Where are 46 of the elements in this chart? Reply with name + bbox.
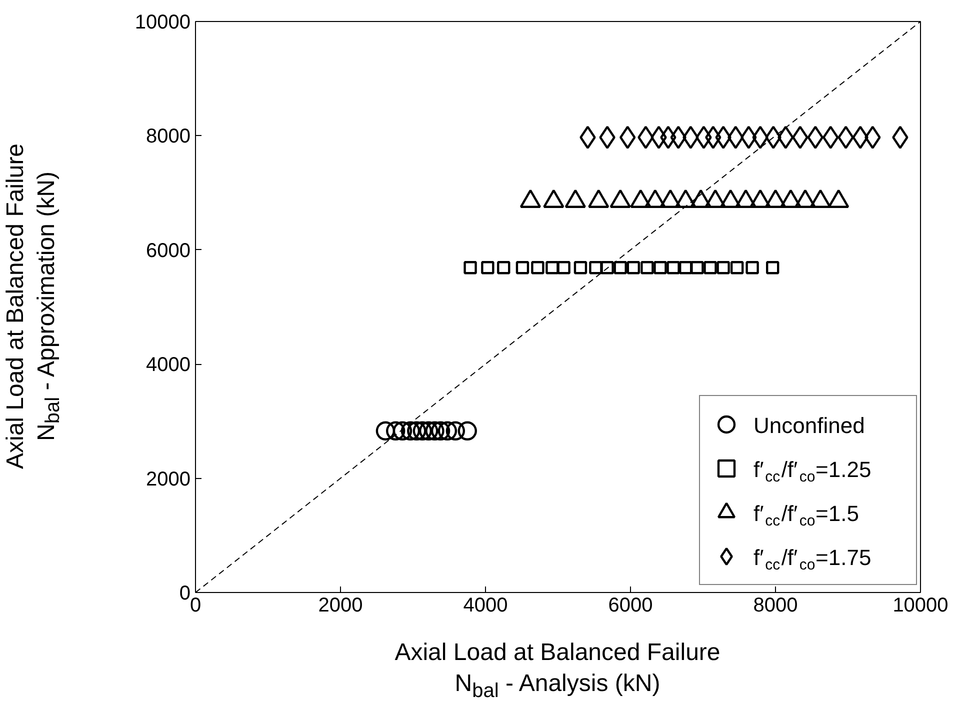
point	[626, 261, 640, 274]
legend-label: Unconfined	[754, 413, 865, 438]
point	[407, 421, 426, 440]
point	[412, 421, 432, 440]
point	[589, 261, 602, 274]
y-tick-label: 2000	[146, 468, 191, 490]
point	[386, 421, 406, 440]
point	[425, 421, 444, 440]
x-axis-title: Axial Load at Balanced Failure N$_{bal}$ - Analysis (kN)	[394, 638, 720, 704]
x-tick-label: 10000	[892, 594, 948, 616]
x-tick-label: 2000	[318, 594, 363, 616]
point	[418, 421, 438, 440]
point	[746, 261, 759, 274]
point	[730, 261, 744, 274]
point	[464, 261, 477, 274]
point	[716, 261, 730, 274]
point	[766, 261, 780, 274]
x-tick-label: 6000	[608, 594, 653, 616]
point	[430, 421, 450, 440]
x-tick-label: 4000	[463, 594, 508, 616]
point	[516, 261, 530, 274]
point	[458, 421, 477, 440]
point	[446, 421, 466, 440]
point	[392, 421, 412, 440]
y-tick-label: 4000	[146, 354, 191, 376]
point	[376, 421, 396, 440]
point	[481, 261, 494, 274]
point	[704, 261, 717, 274]
point	[614, 261, 627, 274]
point	[690, 261, 704, 274]
point	[531, 261, 544, 274]
point	[654, 261, 667, 274]
point	[640, 261, 654, 274]
point	[574, 261, 588, 274]
point	[679, 261, 692, 274]
point	[546, 261, 559, 274]
point	[600, 261, 614, 274]
x-tick-label: 8000	[753, 594, 798, 616]
y-tick-label: 8000	[146, 126, 191, 148]
point	[666, 261, 680, 274]
point	[400, 421, 420, 440]
point	[557, 261, 570, 274]
y-tick-label: 6000	[146, 240, 191, 262]
point	[438, 421, 458, 440]
y-tick-label: 10000	[134, 12, 191, 34]
point	[497, 261, 510, 274]
